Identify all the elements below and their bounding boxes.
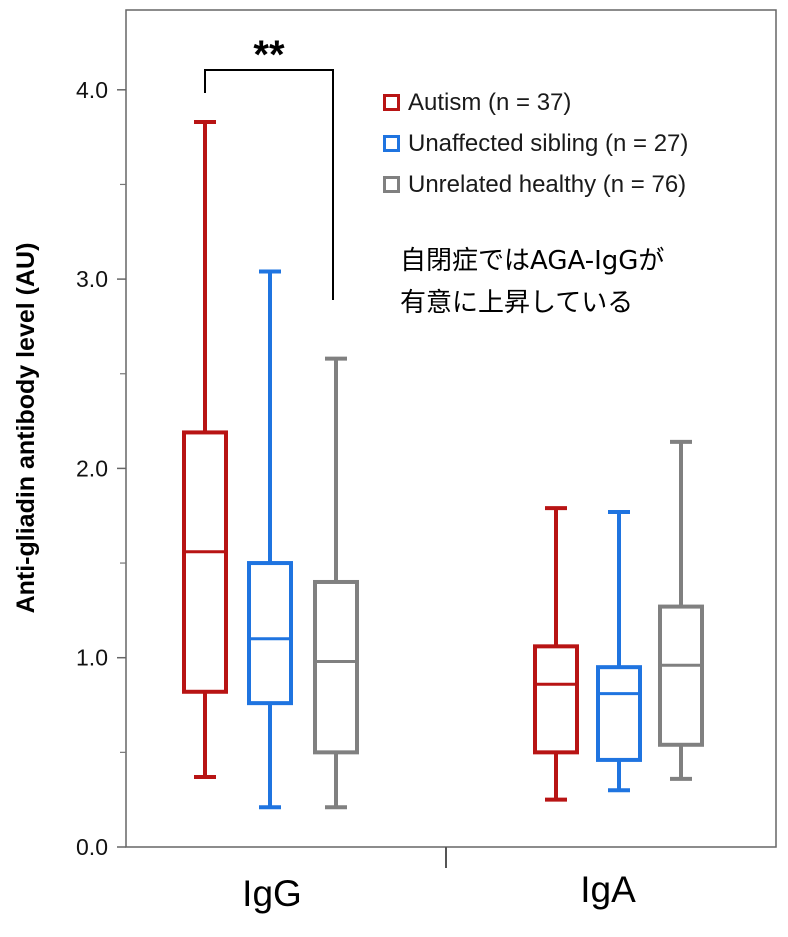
y-tick-label-0: 0.0 bbox=[76, 834, 108, 860]
box-iga-series-0 bbox=[533, 506, 579, 802]
x-category-label-igg: IgG bbox=[242, 873, 302, 914]
box-iga-series-2 bbox=[658, 439, 704, 781]
legend-label-unaffected-sibling: Unaffected sibling (n = 27) bbox=[408, 130, 689, 157]
legend-swatch-unrelated-healthy bbox=[383, 176, 400, 193]
x-category-label-iga: IgA bbox=[580, 869, 636, 910]
legend-swatch-unaffected-sibling bbox=[383, 135, 400, 152]
y-axis-label: Anti-gliadin antibody level (AU) bbox=[12, 243, 40, 614]
box-igg-series-0 bbox=[182, 119, 228, 779]
box-igg-series-2 bbox=[313, 356, 359, 810]
box-igg-series-0-iqr-box bbox=[182, 430, 228, 694]
annotation-text: 自閉症ではAGA-IgGが 有意に上昇している bbox=[400, 240, 664, 324]
annotation-line-2: 有意に上昇している bbox=[400, 288, 634, 318]
box-igg-series-1-iqr-box bbox=[247, 561, 293, 706]
significance-label: ** bbox=[253, 33, 285, 77]
legend: Autism (n = 37) Unaffected sibling (n = … bbox=[383, 88, 688, 211]
box-igg-series-2-iqr-box bbox=[313, 579, 359, 755]
legend-item-unrelated-healthy: Unrelated healthy (n = 76) bbox=[383, 170, 688, 211]
legend-item-autism: Autism (n = 37) bbox=[383, 88, 688, 129]
significance-bracket bbox=[204, 69, 334, 300]
annotation-line-1: 自閉症ではAGA-IgGが bbox=[400, 246, 665, 276]
y-tick-label-2: 2.0 bbox=[76, 455, 108, 481]
box-igg-series-1 bbox=[247, 269, 293, 810]
box-iga-series-1-iqr-box bbox=[596, 665, 642, 762]
legend-label-unrelated-healthy: Unrelated healthy (n = 76) bbox=[408, 171, 687, 198]
legend-item-unaffected-sibling: Unaffected sibling (n = 27) bbox=[383, 129, 688, 170]
legend-swatch-autism bbox=[383, 94, 400, 111]
box-iga-series-1 bbox=[596, 509, 642, 793]
y-tick-label-4: 4.0 bbox=[76, 77, 108, 103]
legend-label-autism: Autism (n = 37) bbox=[408, 89, 572, 116]
box-iga-series-0-iqr-box bbox=[533, 644, 579, 755]
y-tick-label-1: 1.0 bbox=[76, 645, 108, 671]
box-iga-series-2-iqr-box bbox=[658, 604, 704, 747]
y-tick-label-3: 3.0 bbox=[76, 266, 108, 292]
plot-frame bbox=[125, 9, 777, 848]
